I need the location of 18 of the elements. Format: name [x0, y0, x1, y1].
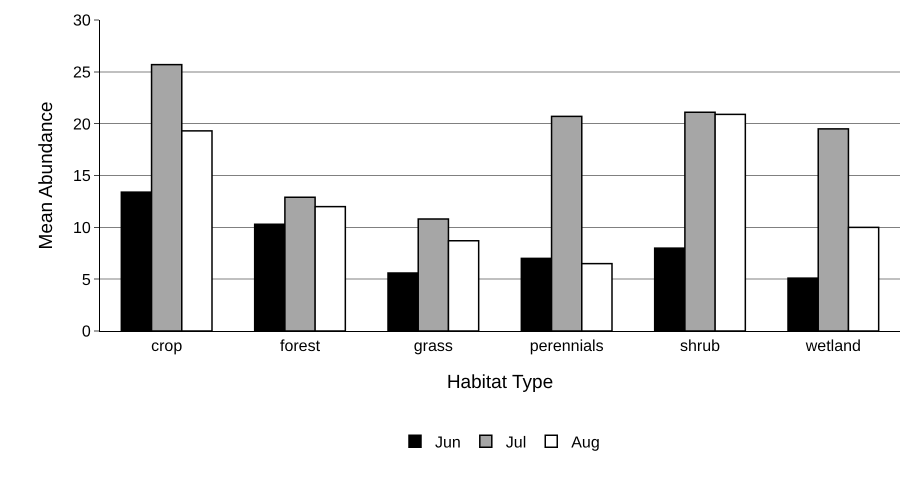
- x-tick-label: shrub: [680, 338, 720, 356]
- x-tick-label: grass: [414, 338, 453, 356]
- y-axis-title: Mean Abundance: [36, 102, 57, 250]
- y-tick-label: 20: [73, 116, 91, 134]
- legend-label: Aug: [571, 434, 600, 452]
- x-tick-label: forest: [280, 338, 321, 356]
- x-axis-title: Habitat Type: [446, 372, 554, 393]
- legend-label: Jul: [506, 434, 526, 452]
- y-tick-label: 5: [82, 272, 91, 289]
- y-tick-label: 25: [73, 64, 91, 82]
- y-tick-label: 0: [82, 324, 91, 341]
- y-tick-label: 30: [73, 12, 91, 30]
- x-tick-label: crop: [151, 338, 182, 356]
- legend-label: Jun: [435, 434, 461, 452]
- y-tick-label: 15: [73, 168, 91, 186]
- x-tick-label: perennials: [530, 338, 604, 356]
- y-tick-label: 10: [73, 220, 91, 237]
- x-tick-label: wetland: [804, 338, 861, 356]
